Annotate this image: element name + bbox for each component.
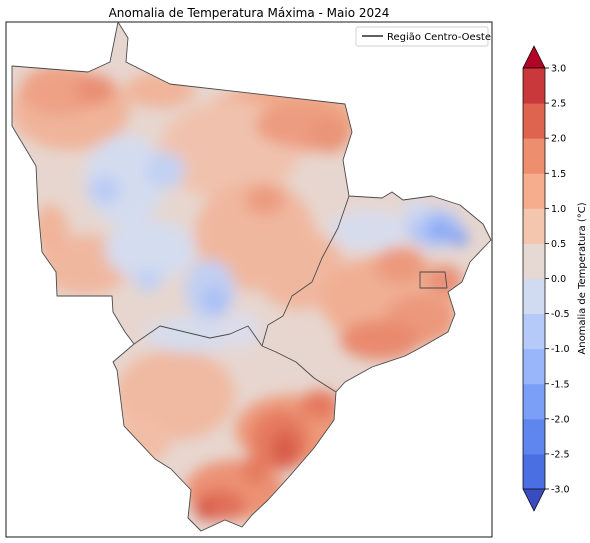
- colorbar-band: [523, 278, 545, 315]
- colorbar-band: [523, 243, 545, 279]
- state-boundaries: [11, 21, 492, 532]
- colorbar-tick-label: -1.0: [551, 344, 570, 355]
- colorbar-tick-label: 1.0: [551, 204, 566, 215]
- temperature-anomaly-field: [12, 22, 491, 531]
- colorbar-extend-low: [522, 488, 546, 512]
- colorbar-tick-label: 3.0: [551, 64, 566, 75]
- colorbar-band: [523, 418, 545, 455]
- colorbar-band: [523, 453, 545, 490]
- map-frame: [5, 21, 493, 538]
- colorbar-tick-label: 2.5: [551, 99, 566, 110]
- colorbar-extend-high: [522, 45, 546, 69]
- colorbar-band: [523, 103, 545, 139]
- colorbar-tick-label: -1.5: [551, 379, 570, 390]
- colorbar-band: [523, 68, 545, 104]
- map-title: Anomalia de Temperatura Máxima - Maio 20…: [109, 6, 390, 20]
- colorbar-tick-label: -2.0: [551, 414, 570, 425]
- colorbar-label: Anomalia de Temperatura (°C): [577, 202, 588, 354]
- colorbar-band: [523, 208, 545, 244]
- colorbar-band: [523, 383, 545, 420]
- colorbar-tick-label: -0.5: [551, 309, 570, 320]
- legend-label: Região Centro-Oeste: [387, 32, 491, 43]
- colorbar-tick-label: 0.0: [551, 274, 566, 285]
- map-legend: Região Centro-Oeste: [355, 26, 491, 47]
- colorbar-tick-label: 2.0: [551, 134, 566, 145]
- colorbar-tick-label: 1.5: [551, 169, 566, 180]
- colorbar: -3.0 -2.5 -2.0 -1.5 -1.0 -0.5 0.0 0.5 1.0 1.5 2.0 2…: [522, 45, 588, 512]
- colorbar-band: [523, 138, 545, 174]
- colorbar-band: [523, 313, 545, 350]
- colorbar-band: [523, 173, 545, 209]
- colorbar-tick-label: -2.5: [551, 449, 570, 460]
- colorbar-tick-label: 0.5: [551, 239, 566, 250]
- colorbar-tick-label: -3.0: [551, 485, 570, 496]
- colorbar-band: [523, 348, 545, 385]
